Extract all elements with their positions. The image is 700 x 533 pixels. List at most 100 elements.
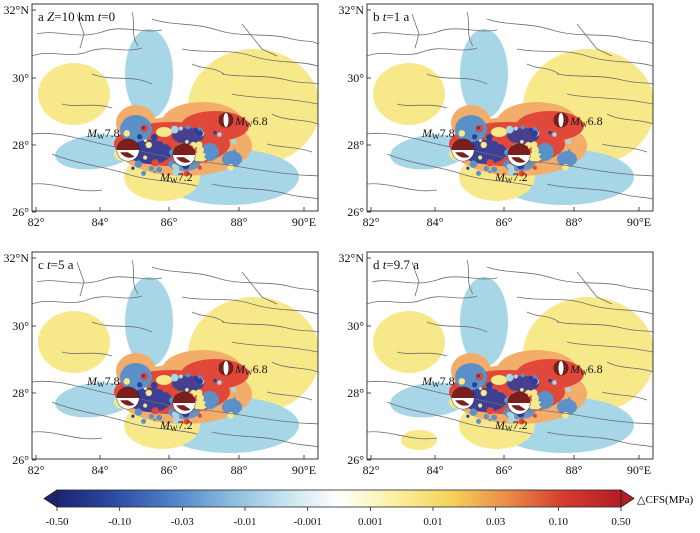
event-label-2: MW7.2 — [159, 170, 193, 185]
stress-speckle — [531, 394, 539, 402]
beachball-3 — [553, 360, 569, 376]
stress-speckle — [478, 139, 482, 143]
event-label-1: MW7.8 — [86, 126, 120, 141]
beachball-2 — [507, 143, 531, 167]
fault-line — [576, 271, 613, 305]
stress-speckle — [486, 382, 493, 389]
beachball-1 — [116, 386, 140, 410]
stress-speckle — [153, 418, 157, 422]
fault-line — [51, 401, 198, 435]
colorbar-ticks: -0.50 -0.10 -0.03 -0.01 -0.001 0.001 0.01 0.03 0… — [46, 507, 631, 528]
stress-speckle — [178, 374, 183, 379]
fault-line — [411, 261, 420, 297]
stress-lobe — [460, 277, 508, 367]
stress-speckle — [520, 124, 526, 130]
stress-speckle — [141, 126, 146, 130]
fault-line — [131, 259, 139, 295]
fault-line — [606, 113, 653, 125]
fault-line — [371, 28, 498, 36]
stress-speckle — [196, 146, 204, 154]
stress-speckle — [520, 388, 524, 392]
fault-lines — [32, 259, 318, 448]
stress-field — [38, 277, 318, 453]
stress-speckle — [505, 373, 514, 382]
stress-speckle — [466, 414, 470, 418]
stress-lobe — [222, 151, 242, 167]
fault-line — [546, 183, 653, 200]
stress-speckle — [197, 413, 202, 418]
x-tick-label: 82° — [363, 463, 380, 477]
stress-speckle — [531, 378, 538, 385]
x-tick-label: 90°E — [627, 215, 651, 229]
stress-speckle — [478, 155, 483, 160]
stress-speckle — [472, 382, 478, 388]
y-tick-label: 32°N — [339, 3, 365, 17]
stress-speckle — [151, 134, 158, 141]
stress-speckle — [486, 159, 494, 167]
fault-line — [526, 311, 560, 323]
fault-line — [271, 361, 318, 373]
stress-speckle — [508, 416, 516, 425]
x-tick-label: 84° — [427, 215, 444, 229]
fault-line — [266, 391, 313, 401]
fault-line — [32, 380, 318, 425]
fault-line — [566, 93, 653, 105]
stress-speckle — [532, 165, 537, 170]
stress-speckle — [483, 413, 490, 420]
beachball-3 — [218, 112, 234, 128]
y-tick-label: 30° — [347, 71, 364, 85]
stress-speckle — [153, 170, 157, 174]
stress-speckle — [131, 166, 135, 170]
event-label-2: MW7.2 — [494, 170, 528, 185]
map-frame — [31, 3, 319, 212]
y-tick-label: 28° — [347, 386, 364, 400]
beachball-2 — [172, 143, 196, 167]
fault-line — [516, 296, 653, 315]
stress-speckle — [185, 372, 191, 378]
y-tick-label: 30° — [347, 319, 364, 333]
stress-speckle — [567, 397, 571, 401]
stress-lobe — [557, 151, 577, 167]
fault-line — [466, 11, 474, 47]
event-label-3: MW6.8 — [234, 362, 268, 377]
beachball-2 — [172, 391, 196, 415]
fault-line — [367, 47, 478, 57]
stress-speckle — [466, 166, 470, 170]
stress-speckle — [195, 141, 203, 149]
stress-speckle — [151, 407, 159, 415]
fault-line — [371, 276, 498, 284]
stress-speckle — [143, 403, 148, 408]
panel-label: b t=1 a — [373, 9, 409, 24]
stress-speckle — [143, 155, 148, 160]
y-tick-label: 30° — [12, 71, 29, 85]
x-tick-label: 88° — [231, 463, 248, 477]
colorbar-right-arrow — [620, 489, 635, 508]
stress-lobe — [222, 399, 242, 415]
x-tick-label: 86° — [496, 463, 513, 477]
fault-line — [546, 431, 653, 448]
stress-speckle — [488, 170, 492, 174]
y-tick-label: 32°N — [339, 251, 365, 265]
fault-lines — [367, 11, 653, 200]
stress-speckle — [183, 418, 190, 425]
stress-speckle — [548, 378, 552, 383]
x-tick-label: 86° — [161, 215, 178, 229]
stress-speckle — [566, 387, 572, 393]
fault-line — [61, 351, 113, 357]
fault-line — [61, 103, 113, 109]
fault-line — [516, 48, 653, 67]
fault-line — [411, 13, 420, 49]
event-label-2: MW7.2 — [494, 418, 528, 433]
fault-line — [231, 341, 318, 353]
stress-field — [38, 29, 318, 205]
panel-label: a Z=10 km t=0 — [38, 9, 115, 24]
stress-lobe — [38, 63, 110, 125]
stress-speckle — [530, 141, 538, 149]
event-label-1: MW7.8 — [421, 126, 455, 141]
fault-line — [131, 11, 139, 47]
stress-speckle — [231, 387, 237, 393]
colorbar-tick-label: -0.10 — [108, 516, 131, 528]
fault-line — [76, 261, 85, 297]
stress-speckle — [566, 139, 572, 145]
